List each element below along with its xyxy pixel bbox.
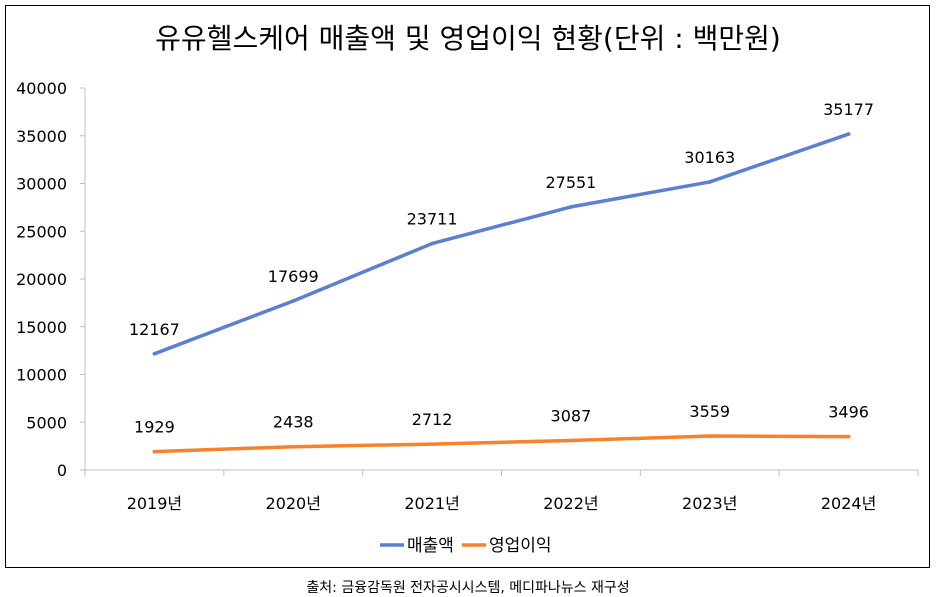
data-label: 1929 bbox=[134, 418, 175, 437]
data-label: 12167 bbox=[129, 320, 180, 339]
data-label: 17699 bbox=[268, 267, 319, 286]
series-line-0 bbox=[152, 132, 851, 356]
data-label: 2438 bbox=[273, 413, 314, 432]
y-tick-label: 5000 bbox=[26, 413, 67, 432]
data-point bbox=[430, 241, 434, 246]
x-tick-label: 2019년 bbox=[127, 494, 182, 513]
data-point bbox=[152, 449, 157, 454]
axes: 0 5000 10000 15000 20000 25000 30000 35000 40000… bbox=[16, 79, 919, 513]
x-tick-label: 2020년 bbox=[266, 494, 321, 513]
y-tick-label: 25000 bbox=[16, 222, 67, 241]
data-label: 30163 bbox=[684, 148, 735, 167]
y-tick-label: 20000 bbox=[16, 270, 67, 289]
data-point bbox=[846, 132, 851, 136]
series-layer bbox=[152, 132, 851, 454]
data-label: 3559 bbox=[689, 402, 730, 421]
data-point bbox=[569, 438, 573, 443]
data-point bbox=[707, 180, 712, 184]
data-point bbox=[846, 434, 851, 439]
y-tick-label: 10000 bbox=[16, 366, 67, 385]
legend-label-0: 매출액 bbox=[407, 536, 454, 556]
data-point bbox=[152, 352, 157, 356]
data-point bbox=[707, 434, 712, 438]
data-labels: 12167 17699 23711 27551 30163 35177 1929 2438 27… bbox=[129, 100, 874, 437]
source-note: 출처: 금융감독원 전자공시시스템, 메디파나뉴스 재구성 bbox=[306, 580, 630, 596]
x-tick-label: 2021년 bbox=[404, 494, 459, 513]
legend: 매출액 영업이익 bbox=[380, 536, 552, 556]
data-label: 3087 bbox=[551, 407, 592, 426]
data-point bbox=[569, 205, 573, 209]
series-line-1 bbox=[152, 434, 851, 454]
y-tick-label: 35000 bbox=[16, 127, 67, 146]
y-tick-label: 40000 bbox=[16, 79, 67, 98]
chart-frame bbox=[5, 5, 930, 568]
legend-label-1: 영업이익 bbox=[489, 536, 552, 556]
data-point bbox=[291, 444, 296, 449]
x-tick-label: 2022년 bbox=[543, 494, 598, 513]
data-label: 23711 bbox=[407, 210, 458, 229]
data-point bbox=[430, 442, 434, 446]
chart-title: 유유헬스케어 매출액 및 영업이익 현황(단위 : 백만원) bbox=[155, 22, 781, 55]
data-label: 35177 bbox=[823, 100, 874, 119]
data-label: 2712 bbox=[412, 410, 453, 429]
x-tick-label: 2023년 bbox=[682, 494, 737, 513]
y-tick-label: 0 bbox=[57, 461, 67, 480]
data-label: 27551 bbox=[545, 173, 596, 192]
data-label: 3496 bbox=[828, 403, 869, 422]
data-point bbox=[291, 299, 296, 303]
x-tick-label: 2024년 bbox=[821, 494, 876, 513]
y-tick-label: 30000 bbox=[16, 175, 67, 194]
y-tick-label: 15000 bbox=[16, 318, 67, 337]
